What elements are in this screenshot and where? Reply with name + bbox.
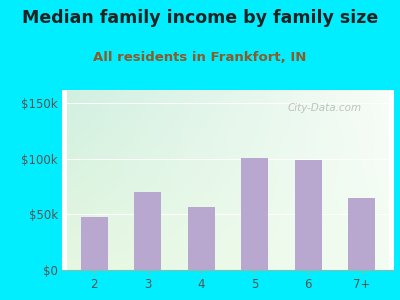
Bar — [188, 207, 215, 270]
Text: All residents in Frankfort, IN: All residents in Frankfort, IN — [93, 51, 307, 64]
Bar — [241, 158, 268, 270]
Text: City-Data.com: City-Data.com — [288, 103, 362, 112]
Bar — [348, 198, 375, 270]
Text: Median family income by family size: Median family income by family size — [22, 9, 378, 27]
Bar — [295, 160, 322, 270]
Bar — [81, 217, 108, 270]
Bar — [134, 192, 161, 270]
